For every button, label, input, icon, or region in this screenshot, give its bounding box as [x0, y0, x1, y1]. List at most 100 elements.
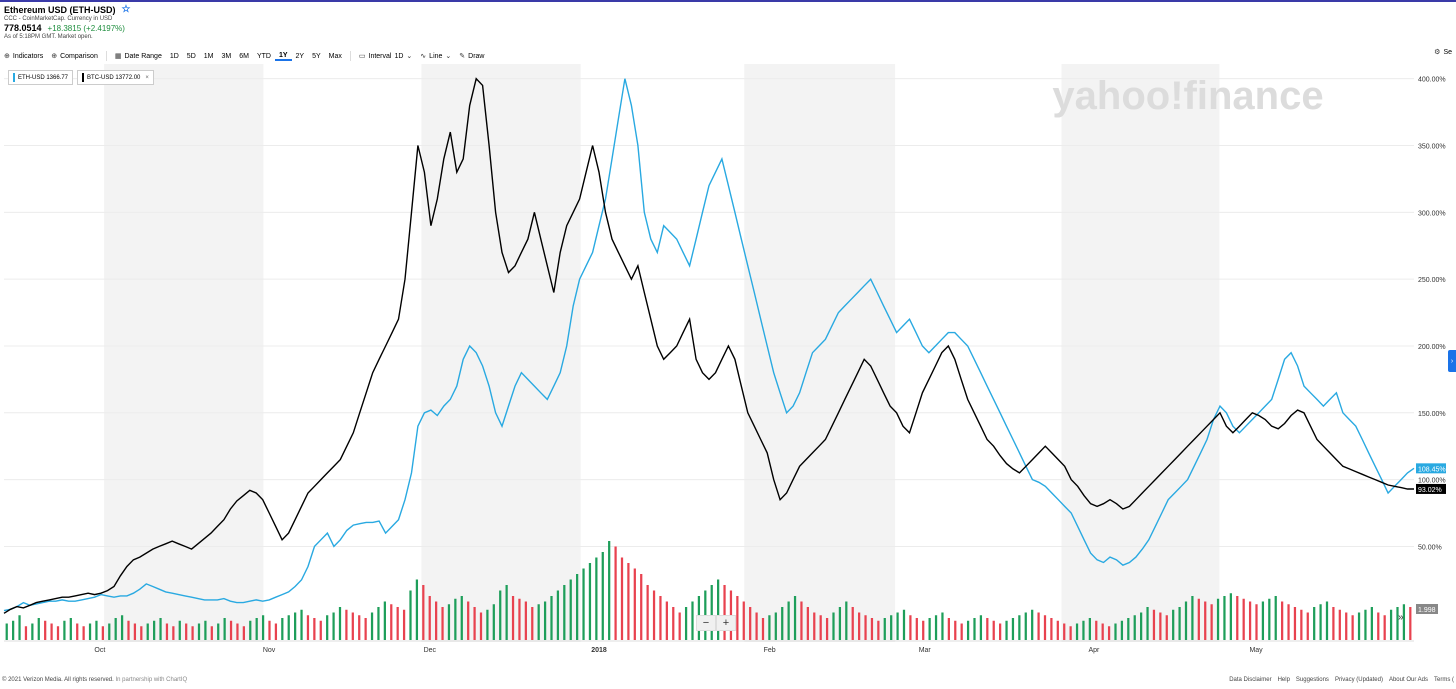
volume-bar: [646, 585, 649, 640]
volume-bar: [319, 620, 322, 640]
volume-bar: [1114, 623, 1117, 640]
volume-bar: [1127, 618, 1130, 640]
y-tick-label: 300.00%: [1418, 210, 1446, 217]
volume-bar: [569, 579, 572, 640]
date-range-button[interactable]: ▦ Date Range: [114, 52, 162, 61]
expand-panel-button[interactable]: ›: [1448, 350, 1456, 372]
double-chevron-icon[interactable]: »: [1398, 612, 1404, 623]
volume-bar: [31, 623, 34, 640]
volume-bar: [76, 623, 79, 640]
zoom-in-button[interactable]: +: [716, 615, 736, 631]
volume-bar: [710, 585, 713, 640]
volume-bar: [819, 615, 822, 640]
volume-bar: [492, 604, 495, 640]
star-icon[interactable]: ☆: [121, 4, 131, 15]
volume-bar: [191, 626, 194, 640]
close-icon[interactable]: ×: [145, 74, 149, 81]
volume-bar: [1313, 607, 1316, 640]
volume-bar: [390, 604, 393, 640]
price-chart: 50.00% 100.00% 150.00% 200.00% 250.00% 300.00…: [3, 64, 1446, 654]
volume-bar: [524, 601, 527, 640]
footer-link[interactable]: Terms (: [1434, 677, 1454, 683]
line-type-button[interactable]: ∿ Line ⌄: [420, 52, 452, 61]
volume-bar: [133, 623, 137, 640]
volume-bar: [1242, 598, 1245, 640]
volume-bar: [229, 620, 233, 640]
zoom-controls: − +: [696, 615, 736, 631]
volume-bar: [326, 615, 329, 640]
volume-bar: [1107, 626, 1111, 640]
volume-bar: [1261, 601, 1265, 640]
volume-bar: [1197, 598, 1200, 640]
range-button-5d[interactable]: 5D: [186, 52, 196, 60]
volume-bar: [768, 615, 771, 640]
indicators-icon: ⊕: [4, 53, 10, 60]
volume-bar: [300, 609, 303, 640]
settings-button[interactable]: ⚙ Se: [1434, 48, 1452, 57]
range-button-1m[interactable]: 1M: [203, 52, 214, 60]
range-button-6m[interactable]: 6M: [239, 52, 249, 60]
volume-bar: [1024, 612, 1027, 640]
volume-bar: [601, 552, 604, 640]
range-button-ytd[interactable]: YTD: [256, 52, 271, 60]
range-buttons: 1D 5D 1M 3M 6M YTD 1Y 2Y 5Y Max: [166, 52, 346, 61]
divider: [105, 51, 107, 61]
range-button-max[interactable]: Max: [328, 52, 342, 60]
volume-bar: [127, 620, 130, 640]
volume-bar: [1236, 596, 1239, 640]
volume-bar: [640, 574, 643, 640]
footer-link[interactable]: Help: [1277, 677, 1290, 683]
footer-link[interactable]: Privacy (Updated): [1334, 677, 1383, 683]
volume-bar: [313, 618, 316, 640]
footer-link[interactable]: About Our Ads: [1388, 677, 1428, 683]
range-button-1y[interactable]: 1Y: [274, 52, 292, 61]
range-button-5y[interactable]: 5Y: [312, 52, 321, 60]
volume-bar: [627, 563, 630, 640]
range-button-2y[interactable]: 2Y: [295, 52, 305, 60]
volume-bar: [1287, 604, 1290, 640]
volume-bar: [178, 620, 181, 640]
month-band: [104, 64, 264, 642]
volume-bar: [608, 541, 611, 640]
last-value-badge: [1416, 463, 1446, 474]
volume-bar: [1389, 609, 1393, 640]
comparison-button[interactable]: ⊕ Comparison: [51, 52, 98, 61]
volume-bar: [12, 620, 15, 640]
volume-bar: [441, 607, 444, 640]
chart-area[interactable]: 50.00% 100.00% 150.00% 200.00% 250.00% 300.00…: [0, 64, 1456, 684]
zoom-out-button[interactable]: −: [696, 615, 716, 631]
volume-bar: [659, 596, 662, 640]
volume-bar: [1281, 601, 1284, 640]
draw-button[interactable]: ✎ Draw: [459, 52, 485, 61]
volume-bar: [1223, 596, 1226, 640]
volume-bar: [582, 568, 585, 640]
range-button-1d[interactable]: 1D: [169, 52, 179, 60]
range-button-3m[interactable]: 3M: [221, 52, 232, 60]
volume-bar: [88, 623, 92, 640]
footer-link[interactable]: Data Disclaimer: [1229, 677, 1272, 683]
volume-bar: [1146, 607, 1149, 640]
volume-bar: [665, 601, 668, 640]
volume-bar: [1306, 612, 1309, 640]
volume-bar: [1396, 607, 1399, 640]
volume-bar: [1216, 598, 1220, 640]
as-of-text: As of 5:18PM GMT. Market open.: [4, 34, 93, 40]
legend-btc[interactable]: BTC-USD 13772.00 ×: [77, 70, 154, 85]
volume-bar: [249, 620, 252, 640]
volume-bar: [1402, 604, 1406, 640]
volume-bar: [543, 601, 547, 640]
last-value-label: 108.45%: [1418, 466, 1446, 473]
volume-bar: [1383, 615, 1386, 640]
volume-bar: [960, 623, 963, 640]
volume-bar: [1325, 601, 1329, 640]
volume-bar: [806, 607, 809, 640]
volume-bar: [402, 609, 406, 640]
volume-bar: [1075, 623, 1079, 640]
indicators-button[interactable]: ⊕ Indicators: [4, 52, 44, 61]
interval-button[interactable]: ▭ Interval 1D ⌄: [358, 52, 413, 61]
volume-bar: [973, 618, 976, 640]
last-value-label: 93.02%: [1418, 487, 1442, 494]
footer-link[interactable]: Suggestions: [1295, 677, 1329, 683]
y-tick-label: 200.00%: [1418, 344, 1446, 351]
legend-eth[interactable]: ETH-USD 1366.77: [8, 70, 74, 85]
